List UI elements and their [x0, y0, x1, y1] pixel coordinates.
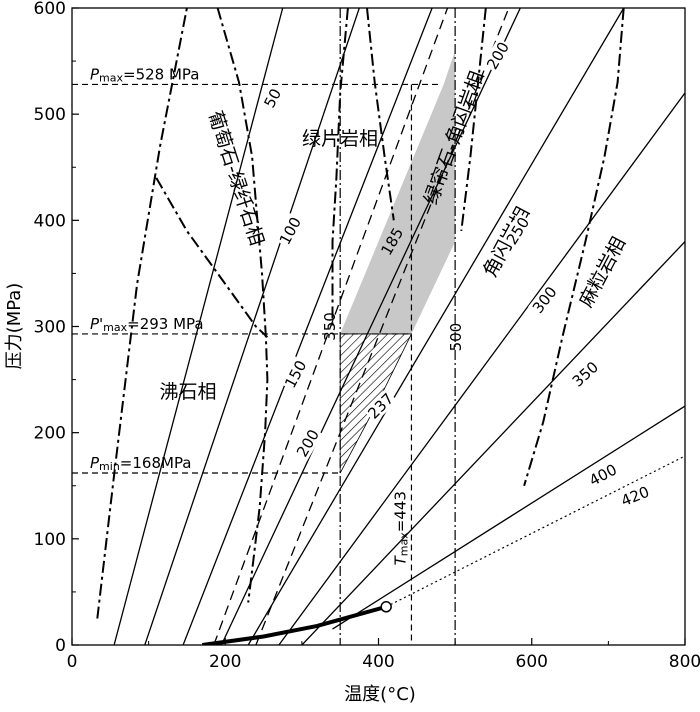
x-tick-label: 600 [516, 652, 548, 672]
grey-pt-window [340, 50, 456, 334]
facies-label-prehnite-pumpellyite: 葡萄石-绿纤石相 [204, 108, 268, 248]
x-tick-label: 800 [669, 652, 700, 672]
pt-window-fills [339, 50, 456, 474]
pressure-label-pmax-prime: P'max=293 MPa [90, 315, 204, 334]
geotherm-d3 [155, 177, 269, 338]
y-tick-label: 300 [34, 318, 66, 338]
geotherm-d6 [460, 8, 487, 232]
geotherm-g6 [278, 92, 685, 645]
pt-markers [72, 8, 456, 645]
temperature-label-t500: 500 [447, 323, 465, 352]
y-tick-label: 400 [34, 211, 66, 231]
svg-text:50: 50 [260, 86, 285, 111]
isotherm-label-iso-400: 400 [585, 459, 621, 490]
geotherm-g7 [301, 241, 685, 645]
isotherm-label-iso-50: 50 [259, 84, 285, 112]
geotherm-d1 [96, 8, 188, 619]
isotherm-label-iso-200b: 200 [482, 37, 513, 74]
geotherm-d5 [366, 8, 395, 221]
y-tick-label: 100 [34, 530, 66, 550]
geotherm-g8 [332, 405, 685, 630]
geotherm-g2 [144, 8, 360, 645]
geotherm-g4 [220, 8, 521, 645]
geotherm-g9 [385, 455, 685, 608]
facies-label-greenschist: 绿片岩相 [302, 128, 378, 150]
y-axis-title: 压力(MPa) [4, 283, 25, 370]
geotherm-g11 [255, 8, 510, 645]
geotherm-g1 [113, 8, 284, 645]
y-tick-label: 500 [34, 105, 66, 125]
geotherm-g3 [182, 8, 433, 645]
isotherm-label-iso-200: 200 [292, 425, 323, 461]
isotherm-label-iso-300: 300 [528, 282, 561, 318]
isotherm-label-iso-350: 350 [567, 357, 603, 391]
geotherm-lines [96, 8, 685, 645]
geotherm-d4 [331, 8, 349, 327]
svg-text:300: 300 [529, 283, 561, 317]
temperature-label-tmax: Tmax=443 [391, 491, 410, 565]
y-tick-label: 0 [55, 636, 66, 656]
x-tick-label: 0 [67, 652, 78, 672]
axis-ticks: 0 200 400 600 800 0 100 200 300 400 500 600 [34, 0, 700, 672]
solidus-curve [202, 604, 387, 645]
isotherm-label-iso-150: 150 [280, 356, 310, 392]
temperature-label-t350: 350 [321, 312, 339, 341]
y-tick-label: 600 [34, 0, 66, 19]
facies-label-granulite: 麻粒岩相 [575, 233, 630, 310]
y-tick-label: 200 [34, 424, 66, 444]
x-tick-label: 200 [209, 652, 241, 672]
x-tick-label: 400 [362, 652, 394, 672]
isotherm-label-iso-420: 420 [617, 482, 653, 510]
geotherm-g5 [247, 8, 625, 645]
svg-text:350: 350 [569, 358, 602, 391]
geotherm-g10 [213, 8, 449, 645]
pressure-label-pmin: Pmin=168MPa [90, 454, 192, 473]
geotherm-d2 [216, 8, 269, 603]
pressure-label-pmax: Pmax=528 MPa [90, 65, 200, 84]
x-axis-title: 温度(°C) [344, 684, 416, 705]
geotherm-d7 [523, 8, 625, 487]
facies-label-zeolite: 沸石相 [159, 381, 216, 403]
solidus-endpoint [380, 601, 392, 613]
